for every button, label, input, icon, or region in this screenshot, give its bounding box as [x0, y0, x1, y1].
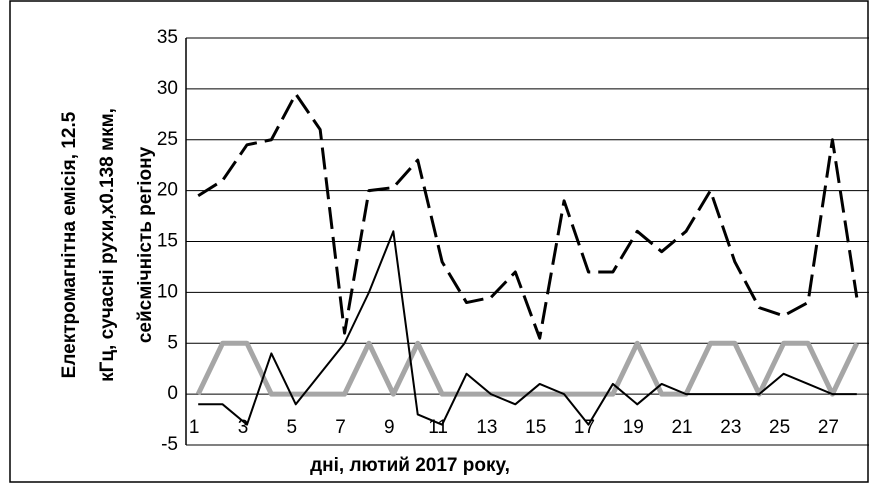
x-tick-label: 9 — [384, 417, 395, 438]
x-tick-label: 21 — [671, 417, 692, 438]
y-tick-label: 5 — [167, 332, 178, 353]
x-tick-label: 3 — [238, 417, 249, 438]
y-tick-label: 30 — [157, 78, 178, 99]
x-tick-label: 5 — [286, 417, 297, 438]
y-axis-label: Електромагнітна емісія, 12.5 кГц, сучасн… — [59, 108, 156, 382]
x-tick-label: 19 — [623, 417, 644, 438]
y-tick-label: 15 — [157, 231, 178, 252]
x-tick-label: 23 — [720, 417, 741, 438]
y-tick-label: 25 — [157, 129, 178, 150]
x-tick-label: 27 — [818, 417, 839, 438]
y-axis-label-line: сейсмічність регіону — [135, 146, 156, 343]
y-axis-label-line: кГц, сучасні рухи,х0.138 мкм, — [97, 108, 118, 382]
x-tick-label: 13 — [476, 417, 497, 438]
y-tick-label: 0 — [167, 383, 178, 404]
series-line — [197, 92, 859, 340]
y-tick-label: -5 — [161, 434, 178, 455]
y-tick-label: 20 — [157, 180, 178, 201]
x-tick-label: 15 — [525, 417, 546, 438]
series-line — [198, 230, 857, 426]
y-tick-label: 10 — [157, 281, 178, 302]
x-tick-label: 7 — [335, 417, 346, 438]
x-tick-label: 1 — [189, 417, 200, 438]
series-line — [195, 340, 860, 397]
x-axis-label: дні, лютий 2017 року, — [310, 455, 510, 476]
x-tick-label: 25 — [769, 417, 790, 438]
y-axis-label-line: Електромагнітна емісія, 12.5 — [59, 111, 80, 378]
y-tick-label: 35 — [157, 27, 178, 48]
